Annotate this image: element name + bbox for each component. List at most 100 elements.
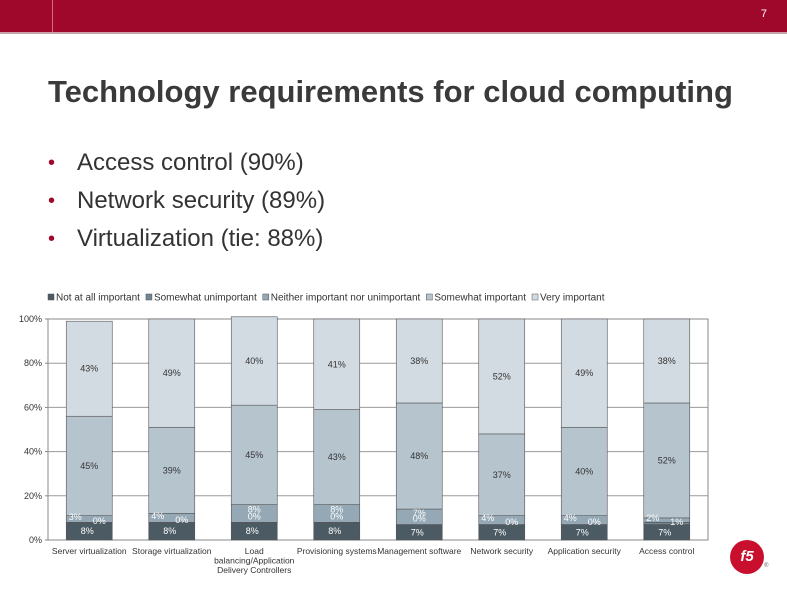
bullet-list: • Access control (90%) • Network security … xyxy=(48,148,325,262)
bar-segment xyxy=(313,318,361,410)
header-divider xyxy=(52,0,53,32)
data-label: 40% xyxy=(245,356,263,366)
y-tick-label: 60% xyxy=(24,402,42,412)
data-label: 43% xyxy=(328,452,346,462)
data-label: 38% xyxy=(410,356,428,366)
bar-segment xyxy=(230,404,278,505)
data-label: 49% xyxy=(163,368,181,378)
bar-segment xyxy=(643,318,691,404)
data-label: 2% xyxy=(646,513,659,523)
bullet-item: • Virtualization (tie: 88%) xyxy=(48,224,325,262)
y-tick-label: 40% xyxy=(24,447,42,457)
y-tick-label: 0% xyxy=(29,535,42,545)
x-tick-label: Load xyxy=(245,546,264,556)
bullet-text: Access control (90%) xyxy=(77,149,304,176)
bar-segment xyxy=(148,426,196,514)
legend-label: Very important xyxy=(540,293,605,304)
y-tick-label: 80% xyxy=(24,358,42,368)
stacked-bar-chart: 0% 20% 40% 60% 80% 100% Not at all important So… xyxy=(19,293,709,575)
data-label: 52% xyxy=(658,455,676,465)
bar-segment xyxy=(395,318,443,404)
x-tick-label: Server virtualization xyxy=(52,546,127,556)
x-tick-label: balancing/Application xyxy=(214,556,295,566)
legend-swatch xyxy=(426,293,433,301)
bar-segment xyxy=(395,402,443,510)
y-tick-label: 100% xyxy=(19,314,42,324)
data-label: 39% xyxy=(163,465,181,475)
data-label: 0% xyxy=(175,515,188,525)
bar-segment xyxy=(560,426,608,516)
data-label: 0% xyxy=(413,514,426,524)
x-tick-label: Management software xyxy=(377,546,461,556)
bar-segment xyxy=(65,415,113,516)
bar-segment xyxy=(230,316,278,406)
data-label: 45% xyxy=(80,461,98,471)
data-label: 7% xyxy=(413,508,426,518)
data-label: 3% xyxy=(69,512,82,522)
slide-title: Technology requirements for cloud comput… xyxy=(48,74,733,109)
data-label: 4% xyxy=(564,513,577,523)
bar-segment xyxy=(65,320,113,417)
data-label: 0% xyxy=(330,511,343,521)
data-label: 8% xyxy=(246,526,259,536)
data-label: 8% xyxy=(248,504,261,514)
data-label: 0% xyxy=(248,511,261,521)
data-label: 8% xyxy=(330,504,343,514)
data-label: 49% xyxy=(575,368,593,378)
data-label: 40% xyxy=(575,466,593,476)
data-label: 41% xyxy=(328,359,346,369)
bullet-dot-icon: • xyxy=(48,228,56,250)
bullet-dot-icon: • xyxy=(48,152,56,174)
data-label: 7% xyxy=(411,527,424,537)
bullet-item: • Access control (90%) xyxy=(48,148,325,186)
data-label: 0% xyxy=(505,517,518,527)
legend-label: Not at all important xyxy=(56,293,140,304)
slide-number: 7 xyxy=(760,8,767,20)
header-accent-line xyxy=(0,32,787,34)
data-label: 1% xyxy=(670,517,683,527)
registered-mark: ® xyxy=(764,563,769,569)
legend-swatch xyxy=(262,293,270,301)
data-label: 8% xyxy=(163,526,176,536)
x-tick-label: Network security xyxy=(470,546,534,556)
bar-segment xyxy=(560,318,608,428)
data-label: 8% xyxy=(328,526,341,536)
data-label: 4% xyxy=(481,513,494,523)
x-tick-label: Application security xyxy=(548,546,622,556)
legend-label: Neither important nor unimportant xyxy=(271,293,421,304)
bar-segment xyxy=(478,433,526,516)
legend-swatch xyxy=(47,293,55,301)
data-label: 0% xyxy=(588,517,601,527)
data-label: 37% xyxy=(493,470,511,480)
data-label: 0% xyxy=(93,516,106,526)
bar-segment xyxy=(478,318,526,435)
data-label: 43% xyxy=(80,364,98,374)
bar-segment xyxy=(148,318,196,428)
x-tick-label: Provisioning systems xyxy=(297,546,377,556)
legend-label: Somewhat important xyxy=(434,293,526,304)
legend-swatch xyxy=(145,293,153,301)
x-tick-label: Storage virtualization xyxy=(132,546,212,556)
legend-label: Somewhat unimportant xyxy=(154,293,257,304)
bullet-text: Virtualization (tie: 88%) xyxy=(77,225,324,252)
data-label: 48% xyxy=(410,451,428,461)
bullet-dot-icon: • xyxy=(48,190,56,212)
x-tick-label: Access control xyxy=(639,546,694,556)
data-label: 7% xyxy=(658,527,671,537)
bullet-text: Network security (89%) xyxy=(77,187,326,214)
plot-area xyxy=(47,318,709,541)
data-label: 52% xyxy=(493,371,511,381)
y-tick-label: 20% xyxy=(24,491,42,501)
data-label: 7% xyxy=(576,527,589,537)
x-tick-label: Delivery Controllers xyxy=(217,565,291,575)
data-label: 38% xyxy=(658,356,676,366)
bar-segment xyxy=(643,402,691,519)
data-label: 7% xyxy=(493,527,506,537)
bullet-item: • Network security (89%) xyxy=(48,186,325,224)
legend-swatch xyxy=(531,293,539,301)
f5-logo: f5 xyxy=(730,540,764,574)
data-label: 4% xyxy=(151,511,164,521)
header-bar: 7 xyxy=(0,0,787,34)
data-label: 45% xyxy=(245,450,263,460)
data-label: 8% xyxy=(81,526,94,536)
